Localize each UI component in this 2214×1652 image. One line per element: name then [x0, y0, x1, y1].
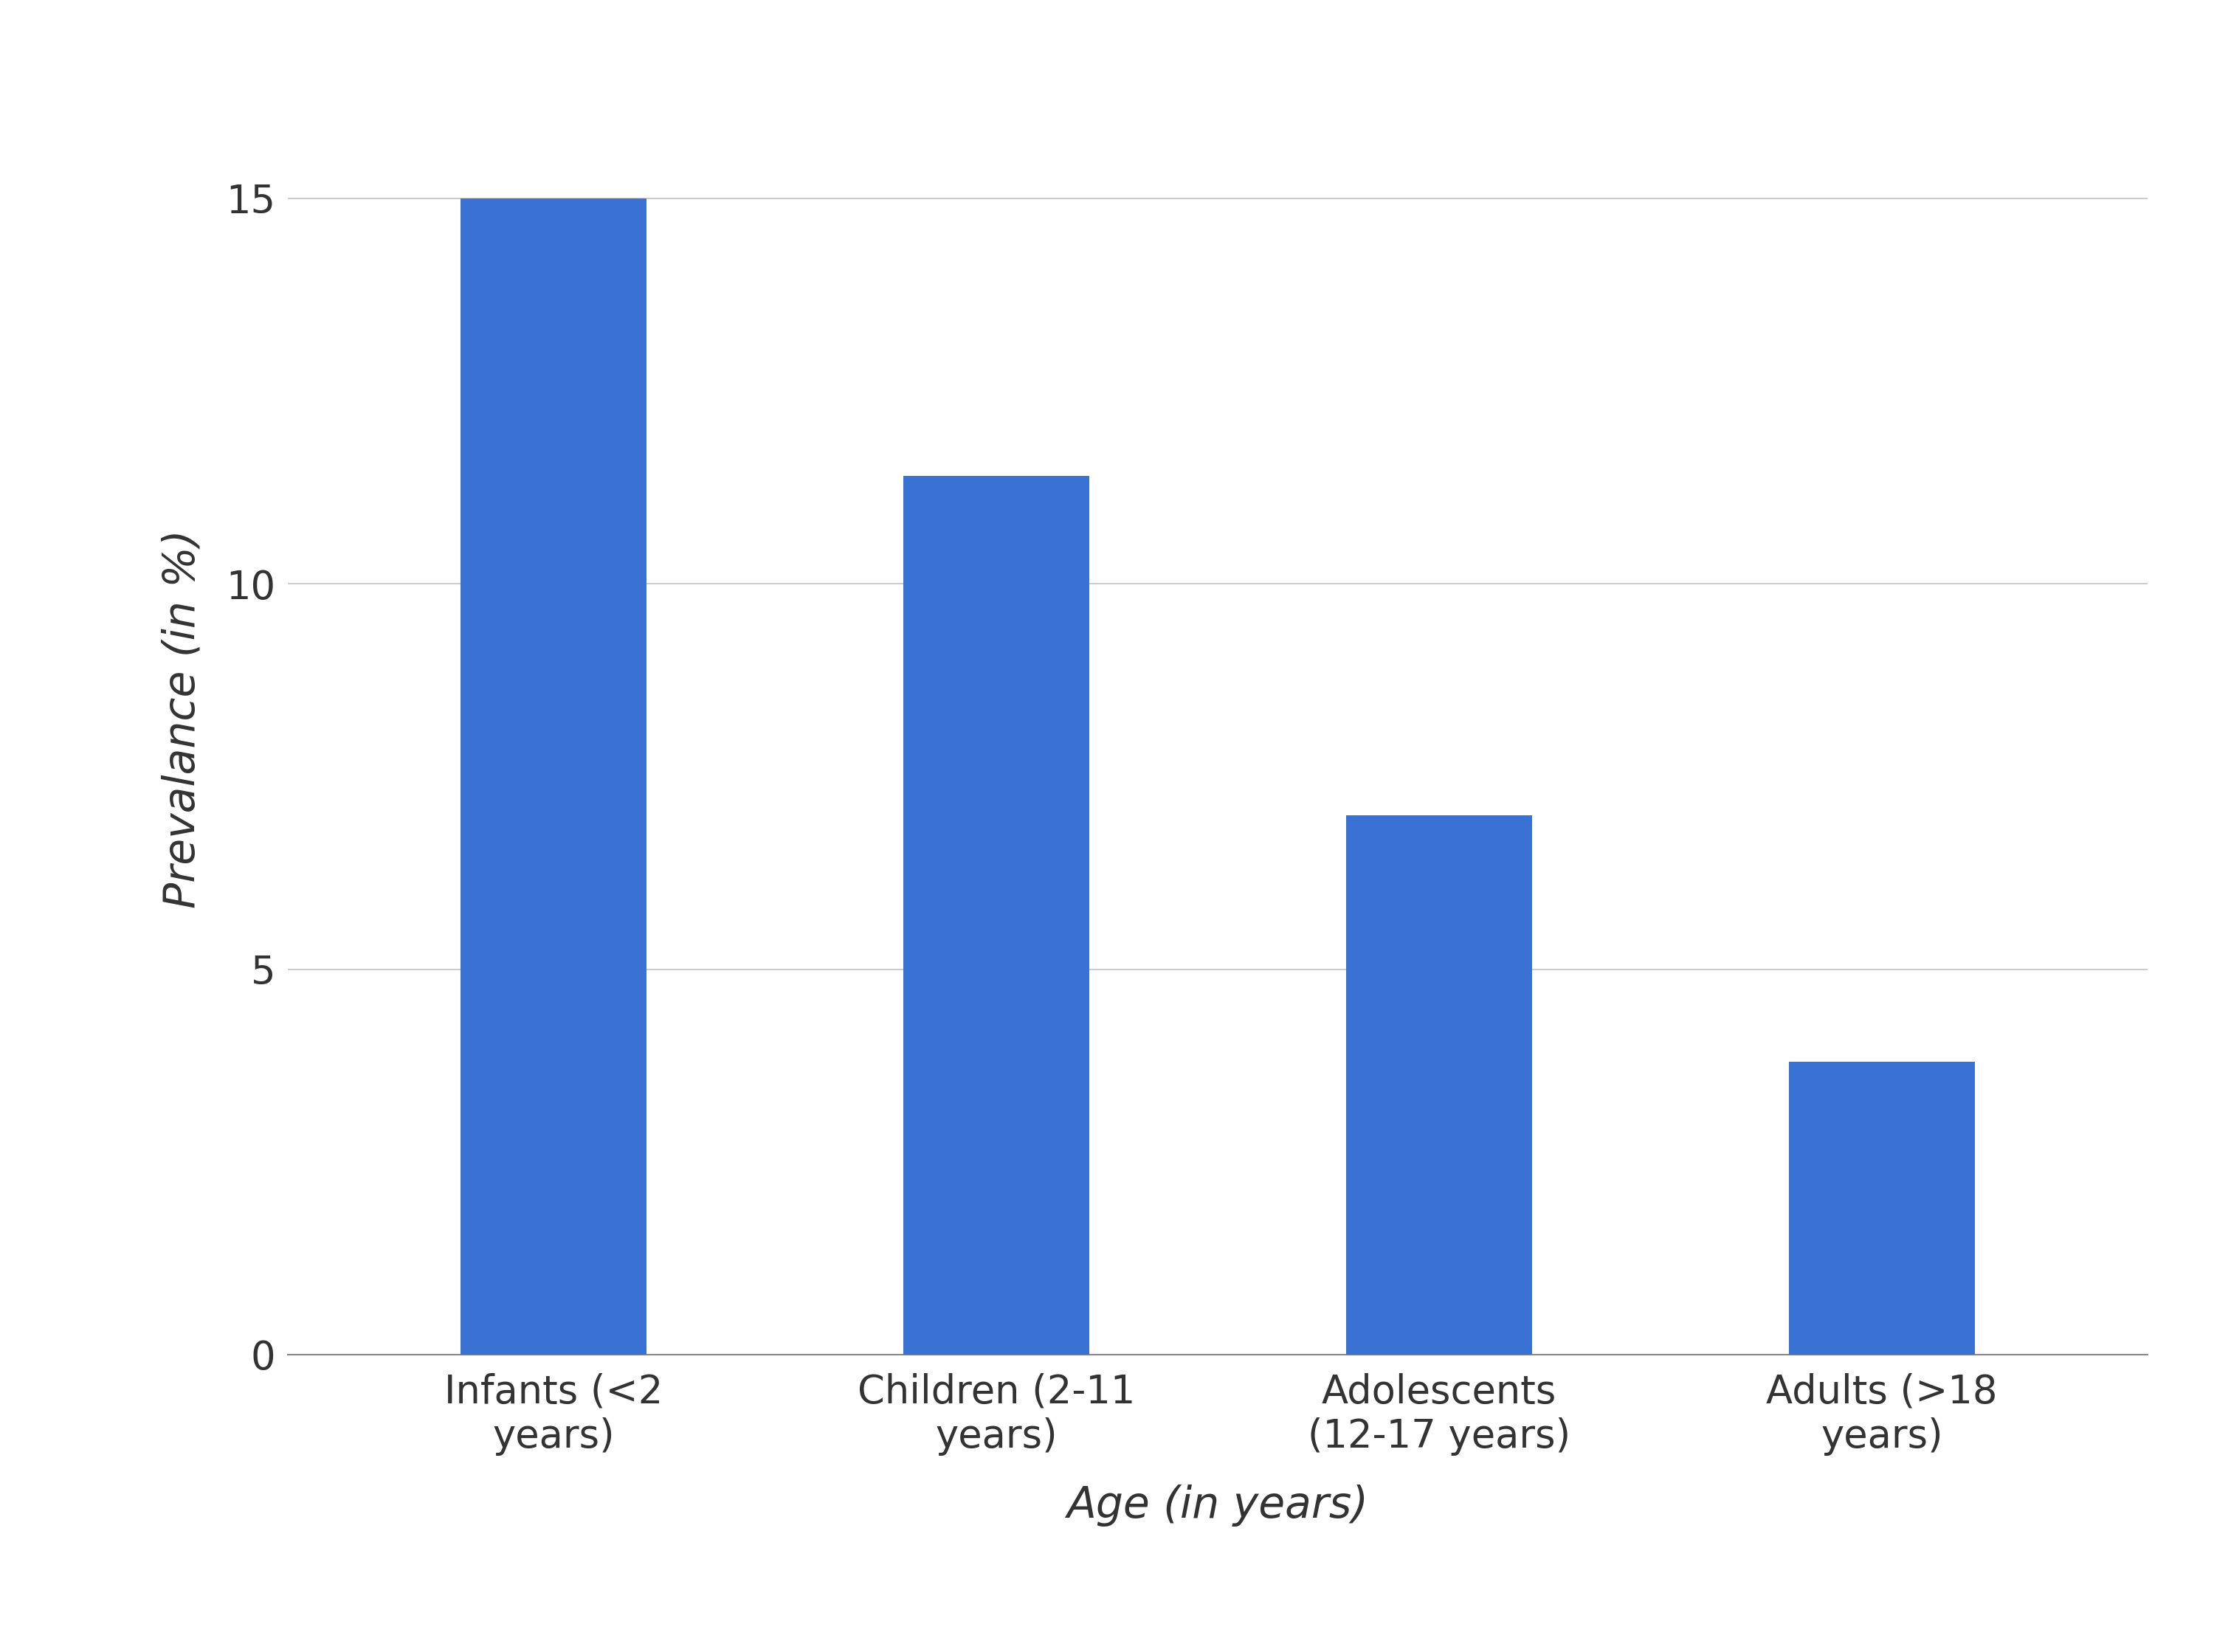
Bar [1789, 1062, 1975, 1355]
Bar [903, 476, 1089, 1355]
Bar [1346, 814, 1532, 1355]
X-axis label: Age (in years): Age (in years) [1067, 1485, 1368, 1526]
Bar [461, 198, 646, 1355]
Y-axis label: Prevalance (in %): Prevalance (in %) [162, 529, 204, 909]
